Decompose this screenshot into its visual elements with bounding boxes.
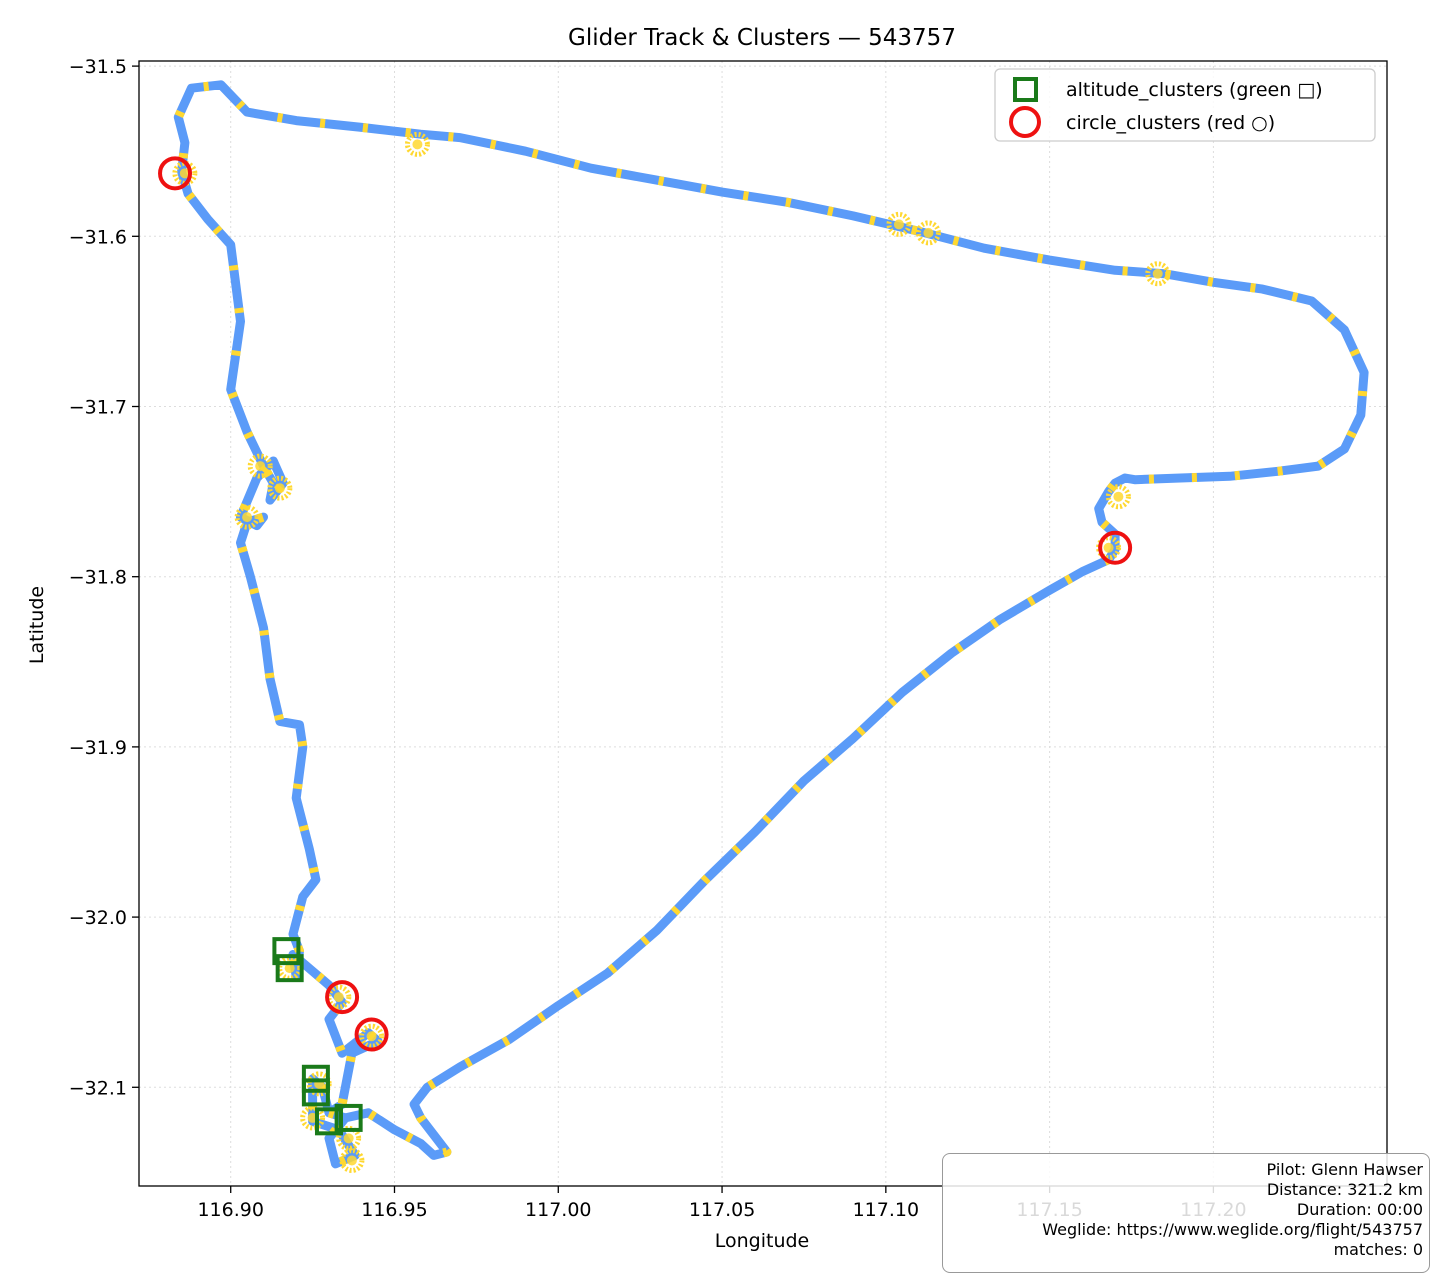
altitude-cluster-marker <box>334 1103 363 1132</box>
y-tick-label: −32.0 <box>69 907 127 929</box>
flight-info-box: Pilot: Glenn Hawser Distance: 321.2 km D… <box>942 1153 1430 1273</box>
x-tick-label: 117.00 <box>525 1199 591 1221</box>
circle-cluster-marker <box>158 156 193 191</box>
cluster-markers <box>158 156 1133 1136</box>
x-tick-label: 116.95 <box>361 1199 427 1221</box>
thermal-blob-core <box>1113 491 1124 502</box>
thermal-blob <box>915 220 941 246</box>
legend-label-altitude-clusters: altitude_clusters (green □) <box>1066 79 1323 101</box>
y-axis-label: Latitude <box>26 586 48 664</box>
thermal-blob <box>267 475 293 501</box>
legend-square-marker <box>1013 77 1038 102</box>
altitude-cluster-marker <box>275 954 304 983</box>
chart-title: Glider Track & Clusters — 543757 <box>568 25 956 51</box>
thermal-blob <box>300 1105 326 1131</box>
thermal-blob <box>172 160 198 186</box>
legend: altitude_clusters (green □) circle_clust… <box>994 68 1376 142</box>
grid <box>139 61 1387 1186</box>
thermal-blob-core <box>346 1155 357 1166</box>
thermal-blob <box>326 984 352 1010</box>
thermal-blob-core <box>274 483 285 494</box>
weglide-link[interactable]: Weglide: https://www.weglide.org/flight/… <box>1042 1220 1423 1239</box>
altitude-cluster-marker <box>314 1107 343 1136</box>
pilot-text: Pilot: Glenn Hawser <box>1266 1160 1423 1179</box>
thermal-blob-core <box>333 992 344 1003</box>
x-axis-label: Longitude <box>715 1230 810 1252</box>
thermal-blob-core <box>242 512 253 523</box>
legend-circle-marker <box>1009 106 1041 138</box>
thermal-blob <box>339 1147 365 1173</box>
y-tick-label: −31.8 <box>69 567 127 589</box>
matches-text: matches: 0 <box>1333 1240 1423 1259</box>
y-tick-label: −31.9 <box>69 737 127 759</box>
thermal-blob-core <box>923 227 934 238</box>
altitude-cluster-marker <box>272 937 301 966</box>
thermal-blob-core <box>366 1031 377 1042</box>
thermal-blob <box>886 211 912 237</box>
thermal-blob-core <box>1103 542 1114 553</box>
thermal-blob <box>247 453 273 479</box>
plot-area <box>158 80 1369 1173</box>
thermal-blob-core <box>179 168 190 179</box>
thermal-blob <box>336 1125 362 1151</box>
y-tick-label: −32.1 <box>69 1077 127 1099</box>
x-tick-label: 116.90 <box>197 1199 263 1221</box>
thermal-blob <box>404 131 430 157</box>
thermal-blob <box>1145 261 1171 287</box>
altitude-cluster-marker <box>301 1078 330 1107</box>
thermal-blob-core <box>1152 268 1163 279</box>
y-axis-ticks: −31.5 −31.6 −31.7 −31.8 −31.9 −32.0 −32.1 <box>69 56 139 1099</box>
thermal-blob <box>359 1023 385 1049</box>
x-tick-label: 117.05 <box>689 1199 755 1221</box>
circle-cluster-marker <box>325 980 360 1015</box>
thermal-blob-core <box>893 219 904 230</box>
thermal-blob <box>1096 535 1122 561</box>
thermal-blob-core <box>284 963 295 974</box>
legend-label-circle-clusters: circle_clusters (red ○) <box>1066 112 1275 134</box>
circle-cluster-marker <box>1098 530 1133 565</box>
circle-cluster-marker <box>354 1017 389 1052</box>
duration-text: Duration: 00:00 <box>1296 1200 1423 1219</box>
y-tick-label: −31.6 <box>69 226 127 248</box>
y-tick-label: −31.5 <box>69 56 127 78</box>
axes-frame <box>138 60 1388 1187</box>
thermal-blob-core <box>412 139 423 150</box>
distance-text: Distance: 321.2 km <box>1266 1180 1423 1199</box>
thermal-blob <box>234 504 260 530</box>
thermal-blob-core <box>343 1133 354 1144</box>
thermal-blob-core <box>255 461 266 472</box>
legend-frame <box>994 68 1376 142</box>
x-tick-label: 117.10 <box>853 1199 919 1221</box>
thermal-blob <box>1105 484 1131 510</box>
y-tick-label: −31.7 <box>69 396 127 418</box>
